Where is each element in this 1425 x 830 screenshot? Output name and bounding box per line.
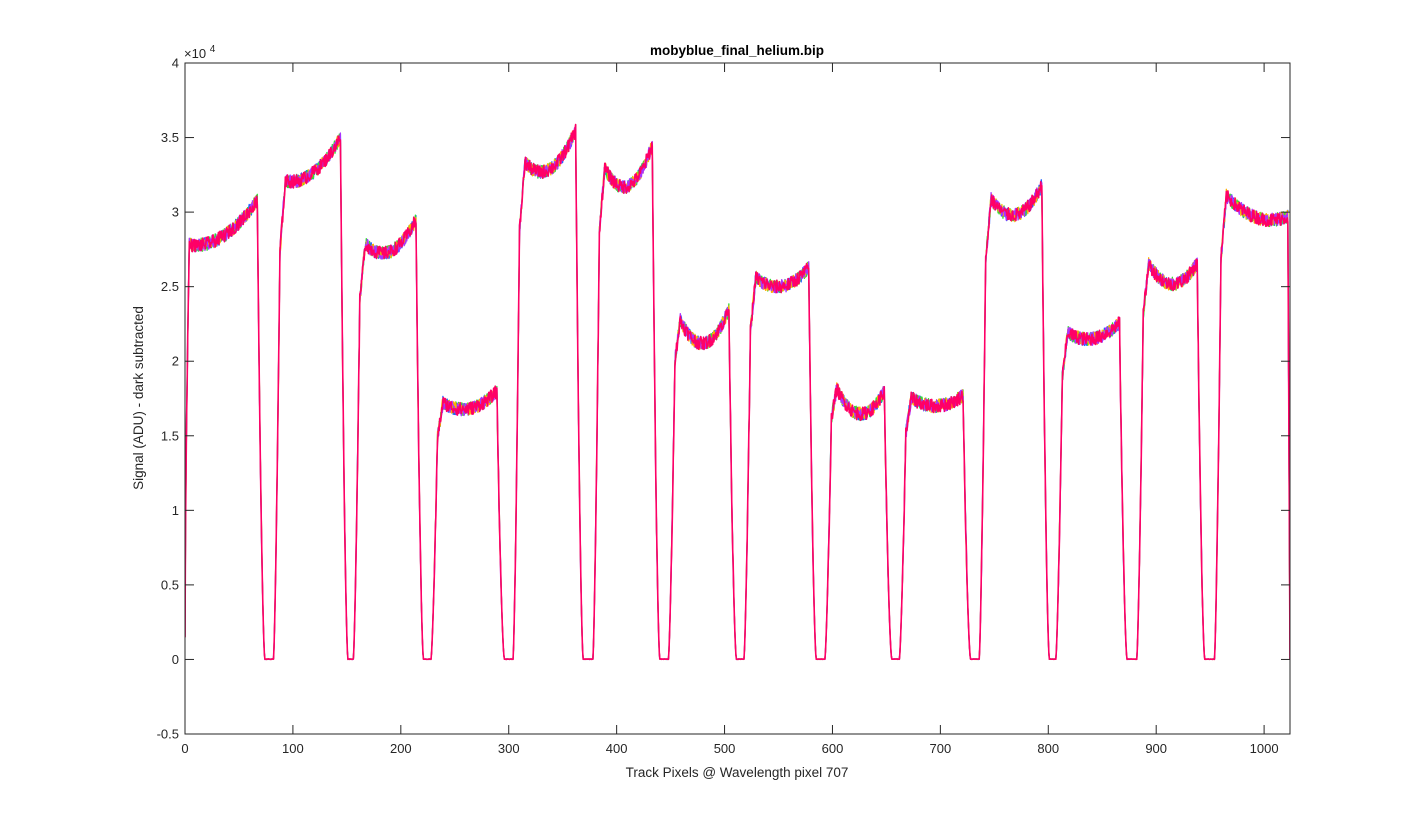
- y-tick-label: 2: [172, 354, 179, 369]
- axes-layer: 0 100 200 300 400 500 600 700 800 900 1000-0.500.5…: [157, 56, 1291, 756]
- y-tick-label: 2.5: [161, 279, 179, 294]
- x-tick-label: 200: [390, 741, 412, 756]
- chart-title: mobyblue_final_helium.bip: [650, 43, 824, 58]
- y-tick-label: 0: [172, 652, 179, 667]
- y-exponent-label: ×10 4: [184, 44, 216, 61]
- y-tick-label: 1.5: [161, 428, 179, 443]
- y-tick-label: 3: [172, 205, 179, 220]
- x-tick-label: 400: [606, 741, 628, 756]
- series-line-5: [185, 123, 1290, 661]
- series-layer: [185, 123, 1290, 661]
- y-tick-label: -0.5: [157, 727, 179, 742]
- y-tick-label: 3.5: [161, 130, 179, 145]
- x-tick-label: 700: [930, 741, 952, 756]
- y-tick-label: 4: [172, 56, 179, 71]
- x-tick-label: 900: [1145, 741, 1167, 756]
- plot-background: [185, 63, 1290, 734]
- x-tick-label: 800: [1037, 741, 1059, 756]
- axes-box: [184, 62, 1291, 735]
- plot-area: [185, 63, 1290, 734]
- x-tick-label: 100: [282, 741, 304, 756]
- y-exponent-power: 4: [210, 44, 216, 55]
- y-tick-label: 0.5: [161, 577, 179, 592]
- x-axis-title: Track Pixels @ Wavelength pixel 707: [626, 765, 849, 780]
- svg-text:×10 4: ×10 4: [184, 44, 216, 61]
- x-tick-label: 300: [498, 741, 520, 756]
- y-exponent-base: ×10: [184, 46, 206, 61]
- x-tick-label: 600: [822, 741, 844, 756]
- x-tick-label: 0: [181, 741, 188, 756]
- y-axis-title: Signal (ADU) - dark subtracted: [131, 306, 146, 490]
- x-tick-label: 500: [714, 741, 736, 756]
- y-tick-label: 1: [172, 503, 179, 518]
- x-tick-label: 1000: [1250, 741, 1279, 756]
